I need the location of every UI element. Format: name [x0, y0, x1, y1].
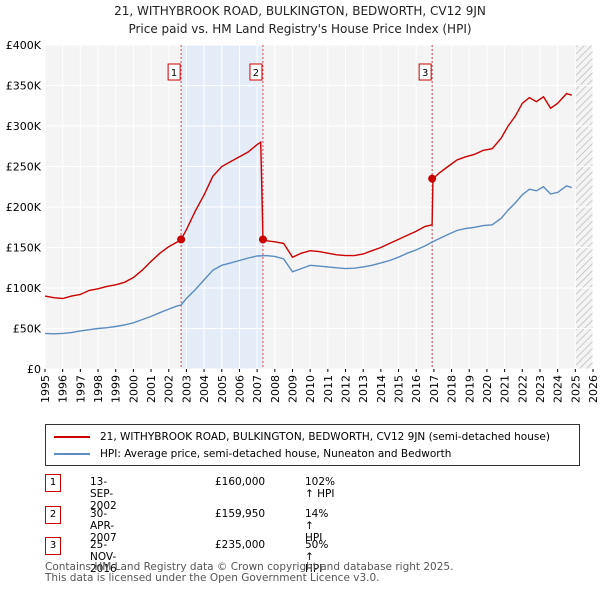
x-tick-label: 1995	[39, 375, 52, 403]
chart-title: 21, WITHYBROOK ROAD, BULKINGTON, BEDWORT…	[114, 4, 486, 18]
x-tick-label: 2015	[393, 375, 406, 403]
transaction-badge-label: 3	[422, 68, 428, 79]
x-tick-label: 1998	[92, 375, 105, 403]
x-tick-label: 2008	[269, 375, 282, 403]
transaction-badge: 1	[45, 474, 61, 492]
y-tick-label: £50K	[13, 323, 42, 336]
x-tick-label: 1997	[74, 375, 87, 403]
series-line-hpi	[44, 185, 573, 335]
transaction-badge-box	[167, 63, 181, 81]
x-tick-label: 2013	[357, 375, 370, 403]
legend-swatch-property	[54, 436, 90, 438]
transaction-badge-label: 1	[171, 68, 177, 79]
x-tick-label: 2006	[233, 375, 246, 403]
y-tick-label: £0	[27, 363, 41, 376]
transaction-date: 25-NOV-2016	[90, 539, 117, 575]
chart-subtitle: Price paid vs. HM Land Registry's House …	[128, 22, 472, 36]
legend-label-property: 21, WITHYBROOK ROAD, BULKINGTON, BEDWORT…	[100, 431, 550, 443]
transaction-price: £235,000	[215, 539, 266, 551]
y-tick-label: £300K	[6, 120, 42, 133]
y-tick-label: £400K	[6, 39, 42, 52]
x-tick-label: 1996	[57, 375, 70, 403]
x-tick-label: 2001	[145, 375, 158, 403]
x-tick-label: 2007	[251, 375, 264, 403]
transaction-badge-box	[418, 63, 432, 81]
transaction-date: 13-SEP-2002	[90, 476, 117, 512]
footer-copyright: Contains HM Land Registry data © Crown c…	[45, 561, 454, 573]
x-tick-label: 2019	[463, 375, 476, 403]
x-tick-label: 2004	[198, 375, 211, 403]
x-tick-label: 2002	[163, 375, 176, 403]
y-tick-label: £250K	[6, 161, 42, 174]
x-tick-label: 2026	[587, 375, 600, 403]
transaction-hpi: 50% ↑ HPI	[305, 539, 329, 575]
y-tick-label: £150K	[6, 242, 42, 255]
x-tick-label: 2003	[180, 375, 193, 403]
x-tick-label: 2016	[410, 375, 423, 403]
transaction-price: £160,000	[215, 476, 266, 488]
transaction-hpi: 102% ↑ HPI	[305, 476, 336, 500]
x-tick-label: 2021	[499, 375, 512, 403]
y-tick-label: £350K	[6, 80, 42, 93]
x-tick-label: 2023	[534, 375, 547, 403]
x-tick-label: 2014	[375, 375, 388, 403]
x-tick-label: 2012	[340, 375, 353, 403]
transaction-point	[428, 174, 437, 183]
legend-item-hpi: HPI: Average price, semi-detached house,…	[54, 445, 451, 463]
x-tick-label: 1999	[110, 375, 123, 403]
transaction-date: 30-APR-2007	[90, 508, 117, 544]
x-tick-label: 2010	[304, 375, 317, 403]
legend-swatch-hpi	[54, 453, 90, 455]
x-tick-label: 2017	[428, 375, 441, 403]
legend: 21, WITHYBROOK ROAD, BULKINGTON, BEDWORT…	[45, 424, 580, 466]
x-tick-label: 2024	[552, 375, 565, 403]
transaction-badge: 3	[45, 537, 61, 555]
x-tick-label: 2011	[322, 375, 335, 403]
transaction-badge: 2	[45, 506, 61, 524]
legend-item-property: 21, WITHYBROOK ROAD, BULKINGTON, BEDWORT…	[54, 428, 550, 446]
transaction-hpi: 14% ↑ HPI	[305, 508, 329, 544]
x-tick-label: 2018	[446, 375, 459, 403]
x-tick-label: 2009	[286, 375, 299, 403]
transaction-point	[258, 235, 267, 244]
legend-label-hpi: HPI: Average price, semi-detached house,…	[100, 448, 452, 460]
x-tick-label: 2000	[127, 375, 140, 403]
y-tick-label: £100K	[6, 282, 42, 295]
transaction-point	[177, 235, 186, 244]
x-tick-label: 2025	[569, 375, 582, 403]
series-line-property	[44, 92, 573, 300]
footer-license: This data is licensed under the Open Gov…	[45, 572, 380, 584]
transaction-badge-label: 2	[253, 68, 259, 79]
x-tick-label: 2022	[516, 375, 529, 403]
x-tick-label: 2020	[481, 375, 494, 403]
transaction-badge-box	[249, 63, 263, 81]
y-tick-label: £200K	[6, 201, 42, 214]
chart-plot: 1 2 3 £0 £50K £100K £150K £200K £250K £300K £350K £…	[6, 39, 600, 403]
transaction-price: £159,950	[215, 508, 266, 520]
x-tick-label: 2005	[216, 375, 229, 403]
